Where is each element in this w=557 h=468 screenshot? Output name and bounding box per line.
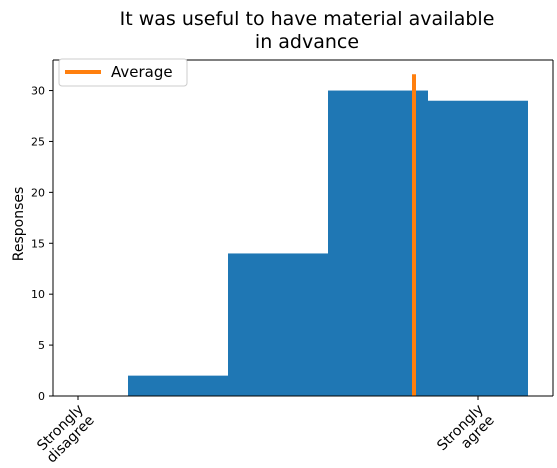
bar-3 bbox=[228, 253, 328, 396]
title-line-2: in advance bbox=[255, 31, 359, 53]
chart-title: It was useful to have material available… bbox=[120, 8, 495, 53]
bar-2 bbox=[128, 376, 228, 396]
x-tick-label-1: Stronglyagree bbox=[434, 402, 497, 465]
y-axis-label: Responses bbox=[11, 187, 27, 262]
y-tick-label-25: 25 bbox=[31, 135, 45, 148]
y-tick-label-0: 0 bbox=[38, 390, 45, 403]
legend-label-average: Average bbox=[111, 63, 173, 81]
x-tick-label-0: Stronglydisagree bbox=[33, 402, 98, 467]
plot-area: 0 5 10 15 20 25 30 Stronglydisagree Stronglyagre… bbox=[31, 59, 553, 466]
y-tick-label-15: 15 bbox=[31, 237, 45, 250]
title-line-1: It was useful to have material available bbox=[120, 8, 495, 30]
y-tick-label-10: 10 bbox=[31, 288, 45, 301]
y-tick-label-30: 30 bbox=[31, 85, 45, 98]
y-tick-label-20: 20 bbox=[31, 186, 45, 199]
y-tick-label-5: 5 bbox=[38, 339, 45, 352]
bar-5 bbox=[428, 101, 528, 396]
